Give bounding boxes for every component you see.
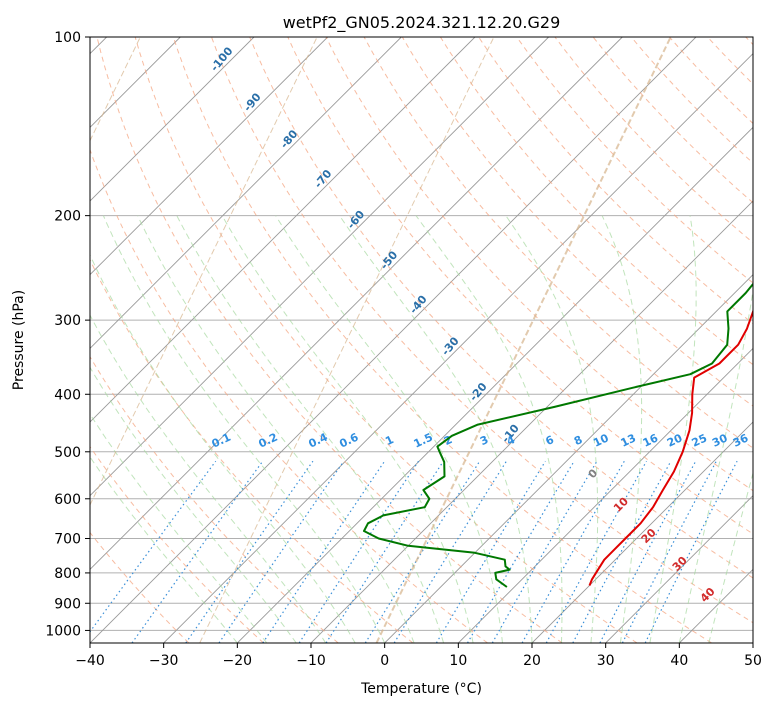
y-tick-label: 200 <box>54 209 81 225</box>
isotherm-0 <box>384 274 753 643</box>
mixing-ratio-line <box>90 460 217 633</box>
y-tick-label: 300 <box>54 313 81 329</box>
moist-adiabat <box>339 215 533 643</box>
chart-title: wetPf2_GN05.2024.321.12.20.G29 <box>283 13 561 33</box>
line-labels: -100-90-80-70-60-50-40-30-20-100.1 0.2 0.4… <box>208 44 751 605</box>
y-tick-label: 700 <box>54 532 81 548</box>
isotherm-30 <box>605 495 753 643</box>
dry-adiabat <box>90 355 339 643</box>
dewpoint-profile <box>363 282 753 588</box>
y-tick-label: 500 <box>54 445 81 461</box>
x-tick-label: −30 <box>149 653 179 669</box>
mixing-ratio-line <box>491 460 598 643</box>
isotherm--30 <box>163 53 753 643</box>
dry-adiabat <box>249 37 753 579</box>
mixing-ratio-line <box>298 460 419 643</box>
x-axis-title: Temperature (°C) <box>360 681 482 697</box>
isotherm-10 <box>458 347 753 643</box>
dry-adiabat <box>439 37 753 366</box>
isotherm--50 <box>90 37 623 570</box>
moist-adiabat <box>90 253 356 643</box>
y-tick-label: 100 <box>54 30 81 46</box>
x-tick-label: 30 <box>597 653 615 669</box>
y-tick-label: 600 <box>54 492 81 508</box>
dry-adiabat <box>90 531 190 643</box>
dry-adiabat <box>90 258 414 643</box>
dry-adiabat <box>96 37 563 643</box>
y-tick-label: 400 <box>54 387 81 403</box>
mixing-ratio-line <box>435 460 546 643</box>
dry-adiabat-curve <box>375 37 672 643</box>
x-tick-label: 0 <box>380 653 389 669</box>
isotherm--90 <box>90 37 328 276</box>
mixing-ratio-label: 25 <box>690 431 709 449</box>
x-tick-label: −20 <box>223 653 253 669</box>
dry-adiabat-curve <box>199 37 495 643</box>
moist-adiabat <box>90 366 297 643</box>
isotherm--60 <box>90 37 549 497</box>
isotherm--80 <box>90 37 402 349</box>
axes: −40 −30 −20 −10 0 10 20 30 40 50 100 200 300 400 500 60… <box>45 30 762 669</box>
mixing-ratio-line <box>218 460 345 643</box>
dry-adiabat <box>401 37 753 407</box>
y-tick-label: 800 <box>54 566 81 582</box>
x-tick-label: 50 <box>744 653 762 669</box>
mixing-ratio-label: 36 <box>731 431 751 449</box>
dry-adiabat <box>134 37 638 643</box>
dry-adiabat <box>287 37 753 535</box>
dry-adiabat <box>363 37 753 449</box>
moist-adiabat <box>649 215 697 643</box>
dry-adiabat-curve <box>90 37 141 142</box>
temperature-profile <box>588 308 753 586</box>
moist-adiabat <box>90 413 268 643</box>
dry-adiabat <box>325 37 753 492</box>
mixing-ratio-label: 10 <box>591 431 611 449</box>
mixing-ratio-label: 16 <box>641 431 661 449</box>
plot-frame <box>89 36 754 644</box>
moist-adiabat <box>90 455 238 643</box>
mixing-ratio-line <box>185 460 314 643</box>
isotherm--20 <box>237 126 753 643</box>
moist-adiabat <box>275 215 503 643</box>
mixing-ratio-line <box>131 460 264 643</box>
moist-adiabat <box>137 215 415 643</box>
y-axis-title: Pressure (hPa) <box>11 290 27 390</box>
isotherm--40 <box>90 37 697 643</box>
y-tick-label: 1000 <box>45 623 81 639</box>
moist-adiabat <box>678 287 753 643</box>
moist-adiabat <box>221 215 474 643</box>
moist-adiabat <box>708 471 753 643</box>
y-tick-label: 900 <box>54 596 81 612</box>
mixing-ratio-label: 30 <box>710 431 730 449</box>
moist-adiabat <box>601 215 643 643</box>
mixing-ratio-line <box>572 460 672 643</box>
x-tick-label: 10 <box>449 653 467 669</box>
sounding-profiles <box>363 282 753 588</box>
dry-adiabat-curve <box>90 37 318 507</box>
dry-adiabat <box>211 37 753 624</box>
x-tick-label: 20 <box>523 653 541 669</box>
x-tick-label: −40 <box>75 653 105 669</box>
mixing-ratio-line <box>262 460 386 643</box>
x-tick-label: −10 <box>296 653 326 669</box>
mixing-ratio-line <box>599 460 697 643</box>
mixing-ratio-line <box>466 460 575 643</box>
mixing-ratio-label: 20 <box>665 431 685 449</box>
mixing-ratio-line <box>521 460 625 643</box>
isotherm--100 <box>90 37 255 202</box>
isotherm--70 <box>90 37 476 423</box>
moist-adiabat <box>102 215 386 643</box>
moist-adiabat <box>176 215 445 643</box>
mixing-ratio-label: 13 <box>619 431 638 449</box>
x-tick-label: 40 <box>670 653 688 669</box>
